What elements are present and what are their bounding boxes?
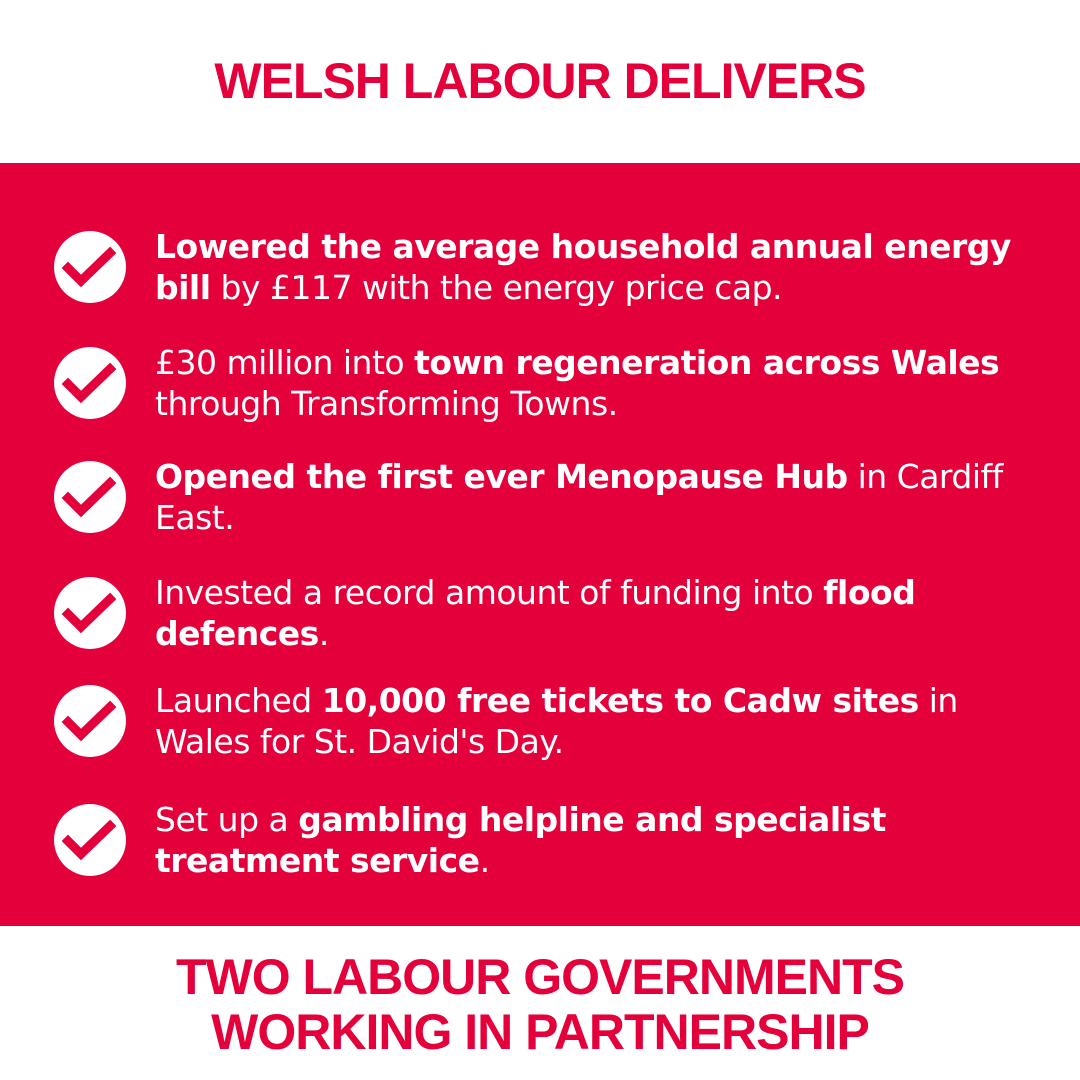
check-circle-icon [54,685,126,757]
achievements-panel [0,163,1080,926]
check-circle-icon [54,577,126,649]
regular-text: . [479,841,491,880]
regular-text: Invested a record amount of funding into [155,573,824,612]
bold-text: flood defences [155,573,916,653]
footer-slogan: TWO LABOUR GOVERNMENTS WORKING IN PARTNE… [0,950,1080,1060]
bold-text: Opened the first ever Menopause Hub [155,457,848,496]
regular-text: by £117 with the energy price cap. [210,268,783,307]
regular-text: Set up a [155,800,299,839]
item-text: £30 million into town regeneration acros… [155,342,1055,424]
bold-text: town regeneration across Wales [414,343,1000,382]
check-circle-icon [54,231,126,303]
footer-line-2: WORKING IN PARTNERSHIP [211,1004,870,1060]
regular-text: through Transforming Towns. [155,384,618,423]
item-text: Lowered the average household annual ene… [155,226,1055,308]
regular-text: in Wales for St. David's Day. [155,681,958,761]
check-circle-icon [54,461,126,533]
bold-text: 10,000 free tickets to Cadw sites [321,681,919,720]
regular-text: £30 million into [155,343,415,382]
check-circle-icon [54,804,126,876]
regular-text: Launched [155,681,322,720]
bold-text: gambling helpline and specialist treatme… [155,800,886,880]
item-text: Invested a record amount of funding into… [155,572,1055,654]
page-title: WELSH LABOUR DELIVERS [214,53,866,109]
regular-text: . [318,614,330,653]
check-circle-icon [54,347,126,419]
item-text: Set up a gambling helpline and specialis… [155,799,1055,881]
item-text: Launched 10,000 free tickets to Cadw sit… [155,680,1055,762]
regular-text: in Cardiff East. [155,457,1003,537]
item-text: Opened the first ever Menopause Hub in C… [155,456,1055,538]
footer-line-1: TWO LABOUR GOVERNMENTS [176,949,905,1005]
bold-text: Lowered the average household annual ene… [155,227,1011,307]
